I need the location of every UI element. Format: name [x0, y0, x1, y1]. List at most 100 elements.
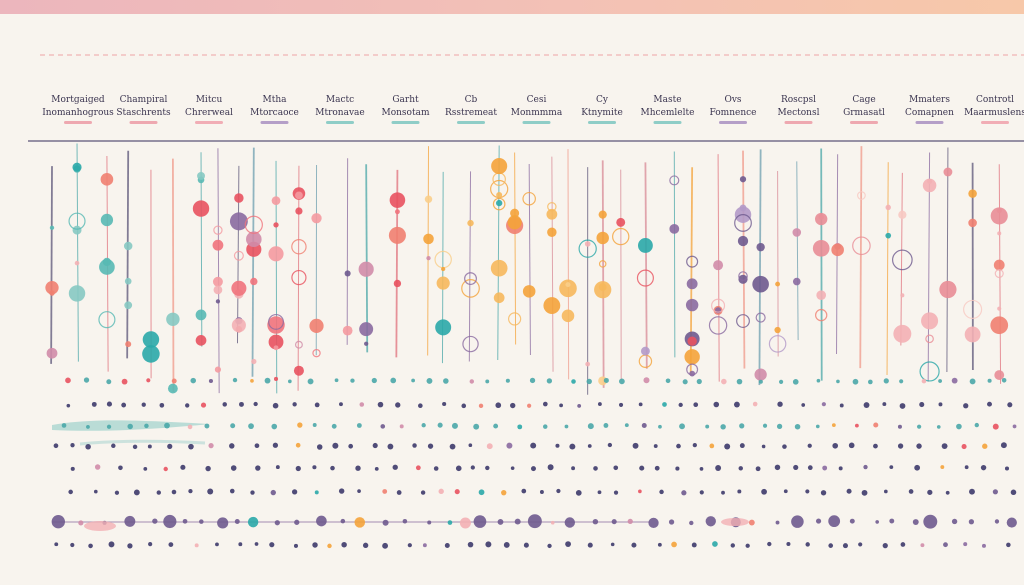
row-dot [938, 402, 943, 407]
row-dot [486, 443, 493, 450]
row-dot [854, 423, 859, 428]
row-dot [341, 541, 347, 548]
row-dot [485, 379, 490, 384]
row-dot [523, 542, 529, 548]
smudge-pink [84, 521, 116, 531]
row-dot [943, 542, 948, 548]
row-dot [171, 378, 177, 384]
row-dot [132, 444, 138, 450]
row-dot [648, 517, 659, 528]
row-dot [152, 518, 158, 524]
row-dot [485, 541, 492, 548]
row-dot [108, 541, 115, 548]
data-dot [598, 210, 607, 219]
data-dot [72, 162, 82, 172]
row-dot [721, 490, 725, 495]
column-label-line2: Maarmuslens [964, 108, 1024, 118]
data-dot [436, 276, 450, 290]
row-dot [675, 466, 680, 471]
column-label-swatch [64, 121, 92, 124]
row-dot [699, 467, 704, 471]
row-dot [951, 377, 958, 384]
data-dot [685, 298, 699, 312]
row-dot [777, 401, 783, 407]
row-dot [758, 379, 763, 384]
stem-line [551, 156, 554, 372]
row-dot [736, 378, 743, 385]
row-dot [54, 542, 59, 547]
row-dot [987, 401, 992, 407]
row-dot [427, 443, 434, 449]
column-label-line2: Inomanhogrous [42, 108, 114, 118]
row-dot [916, 443, 922, 449]
row-dot [654, 465, 660, 471]
row-dot [232, 377, 238, 383]
hollow-dot [68, 212, 86, 230]
data-dot [195, 335, 207, 346]
row-dot [848, 442, 855, 449]
row-dot [248, 423, 254, 430]
data-dot [250, 277, 258, 286]
row-dot [374, 466, 379, 471]
data-dot [142, 345, 160, 363]
data-dot [496, 191, 503, 199]
row-dot [83, 377, 90, 383]
row-dot [382, 519, 389, 526]
row-dot [923, 514, 938, 529]
stem-line [567, 149, 570, 380]
row-dot [873, 422, 879, 428]
column-label-line1: Cy [596, 95, 609, 105]
row-dot [613, 490, 619, 495]
data-dot [496, 199, 503, 207]
row-dot [402, 518, 408, 524]
hollow-dot [233, 250, 244, 261]
row-dot [908, 489, 914, 494]
row-dot [665, 378, 671, 384]
row-dot [167, 443, 173, 449]
row-dot [897, 424, 902, 429]
hollow-dot [734, 214, 752, 232]
hollow-dot [492, 197, 506, 211]
data-dot [752, 275, 769, 293]
row-dot [721, 378, 727, 385]
row-dot [200, 402, 207, 408]
row-dot [312, 542, 318, 548]
hollow-dot [213, 225, 223, 235]
row-dot [828, 515, 841, 528]
row-dot [312, 423, 317, 427]
column-label-line2: Grmasatl [843, 108, 885, 118]
row-dot [738, 466, 743, 471]
data-dot [921, 312, 939, 330]
hollow-dot [708, 316, 728, 335]
row-dot [418, 403, 423, 409]
row-dot [994, 519, 1000, 524]
row-dot [587, 444, 592, 448]
data-dot [358, 261, 374, 277]
column-label-line2: Mhcemlelte [641, 108, 695, 118]
row-dot [407, 543, 412, 548]
row-dot [724, 443, 731, 450]
row-dot [897, 443, 904, 449]
data-dot [192, 200, 210, 217]
row-dot [542, 401, 548, 407]
row-dot [712, 541, 718, 547]
row-dot [587, 542, 593, 548]
hollow-dot [686, 363, 699, 376]
row-dot [662, 402, 667, 407]
row-dot [190, 377, 196, 384]
row-dot [395, 402, 401, 408]
column-label-line1: Cage [852, 95, 875, 105]
row-dot [473, 515, 487, 528]
row-dot [433, 466, 439, 471]
row-dot [659, 489, 664, 495]
row-dot [159, 402, 165, 408]
row-dot [272, 402, 279, 409]
row-dot [247, 516, 259, 528]
stem-line [742, 150, 746, 369]
row-dot [146, 378, 151, 383]
data-dot [686, 278, 698, 290]
row-dot [147, 444, 152, 449]
stem-line [644, 162, 648, 369]
column-label-line1: Ovs [724, 95, 741, 105]
data-dot [637, 238, 653, 253]
